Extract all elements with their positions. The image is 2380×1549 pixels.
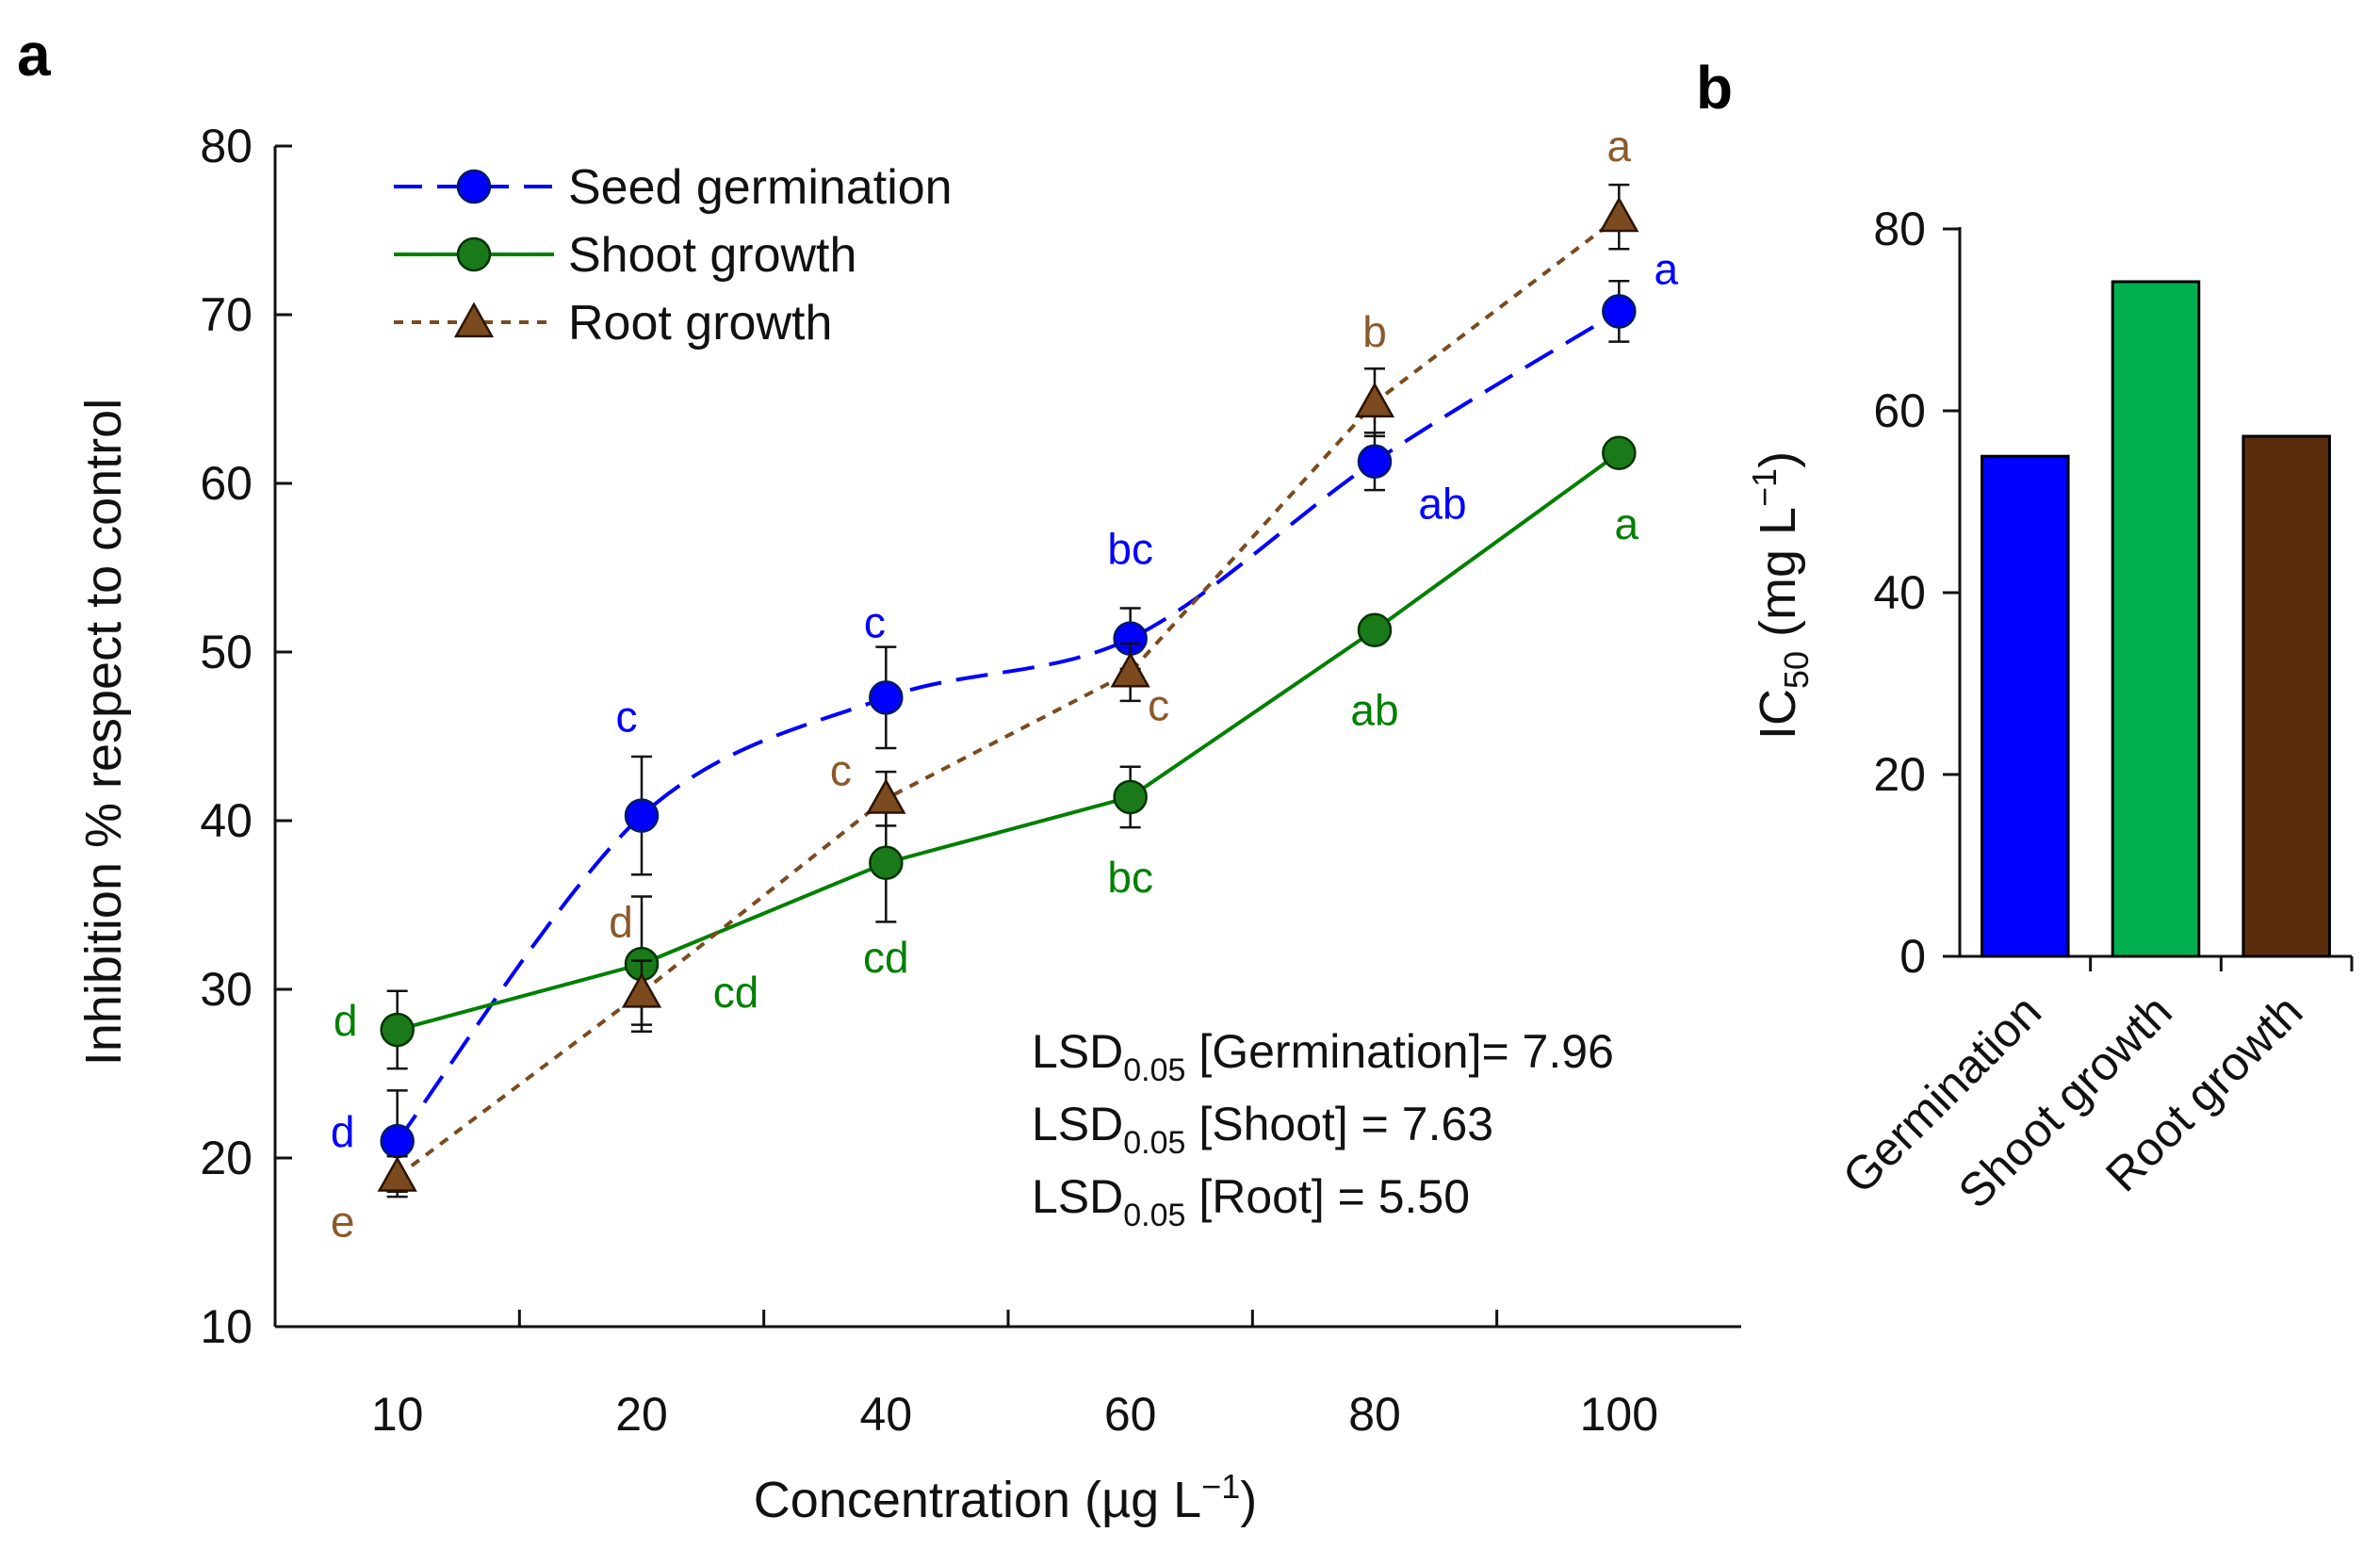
significance-letter-seed-germination: bc [1107,525,1153,574]
data-point-root-growth [1599,196,1639,233]
series-line-root-growth [396,215,1621,1179]
data-point-seed-germination [1602,294,1637,329]
significance-letter-seed-germination: a [1655,244,1679,293]
lsd-annotation: LSD0.05 [Root] = 5.50 [1032,1170,1470,1233]
significance-letter-root-growth: a [1607,122,1632,171]
panel-a-y-axis-label: Inhibition % respect to control [75,399,132,1066]
significance-letter-root-growth: c [1148,680,1169,729]
panel-a-series [377,183,1639,1198]
data-point-seed-germination [380,1123,415,1159]
significance-letter-shoot-growth: a [1615,499,1639,548]
panel-b-y-tick-label: 60 [1873,384,1926,437]
panel-a-y-tick-label: 70 [200,288,253,341]
panel-a-y-tick-label: 80 [200,120,253,172]
significance-letter-shoot-growth: ab [1350,686,1398,735]
lsd-annotation: LSD0.05 [Shoot] = 7.63 [1032,1098,1493,1161]
data-point-root-growth [866,778,906,814]
significance-letter-shoot-growth: cd [713,968,759,1017]
significance-letter-shoot-growth: bc [1107,853,1153,902]
data-point-shoot-growth [869,845,904,880]
significance-letter-shoot-growth: d [334,996,358,1045]
bar-germination [1981,454,2070,958]
legend-marker-root-growth [453,302,495,338]
significance-letter-root-growth: c [830,746,852,795]
panel-a-x-tick-label: 60 [1104,1388,1157,1441]
legend-marker-shoot-growth [456,236,492,272]
panel-a-y-tick-label: 60 [200,457,253,510]
panel-a-x-tick-label: 100 [1580,1388,1658,1441]
data-point-seed-germination [869,680,904,715]
series-line-shoot-growth [397,451,1621,1032]
significance-letter-root-growth: d [609,898,633,947]
data-point-seed-germination [624,798,660,833]
significance-letter-root-growth: e [331,1198,355,1247]
panel-a-y-tick-label: 40 [200,794,253,847]
series-shoot-growth [380,435,1637,1070]
data-point-shoot-growth [380,1012,415,1048]
panel-a-y-tick-label: 20 [200,1132,253,1184]
panel-a-y-tick-label: 10 [200,1300,253,1353]
panel-b-letter: b [1696,54,1733,122]
series-seed-germination [380,279,1637,1194]
data-point-shoot-growth [1602,435,1637,471]
legend-marker-seed-germination [456,169,492,204]
panel-a-legend: Seed germination Shoot growth Root growth [394,160,953,351]
series-root-growth [377,183,1639,1198]
significance-letter-root-growth: b [1362,307,1387,356]
panel-a-x-tick-label: 40 [860,1388,913,1441]
panel-a-axes: 10 20 30 40 50 60 70 80 10 20 40 60 80 100 [200,120,1741,1441]
panel-a-letter: a [17,21,51,89]
data-point-root-growth [377,1156,417,1192]
panel-b-y-tick-label: 0 [1899,930,1926,983]
panel-b-bars [1981,280,2331,958]
significance-letter-seed-germination: c [864,597,886,646]
significance-letter-seed-germination: ab [1418,480,1466,529]
data-point-root-growth [621,972,662,1008]
panel-a-y-tick-label: 50 [200,626,253,678]
panel-a-lsd-annotations: LSD0.05 [Germination]= 7.96 LSD0.05 [Shoo… [1032,1025,1614,1233]
significance-letter-seed-germination: d [331,1107,355,1156]
data-point-shoot-growth [1113,779,1148,815]
panel-b-y-tick-label: 80 [1873,203,1926,255]
panel-b-y-tick-label: 40 [1873,566,1926,619]
panel-a-x-tick-label: 20 [615,1388,668,1441]
bar-shoot-growth [2111,280,2201,958]
panel-a-x-tick-label: 80 [1348,1388,1401,1441]
legend-label-shoot-growth: Shoot growth [568,228,856,283]
panel-b-axes: 0 20 40 60 80 [1873,203,2354,983]
lsd-annotation: LSD0.05 [Germination]= 7.96 [1032,1025,1614,1088]
significance-letter-shoot-growth: cd [863,933,909,982]
legend-label-seed-germination: Seed germination [568,160,953,215]
panel-a-x-tick-label: 10 [371,1388,424,1441]
data-point-root-growth [1354,382,1395,418]
bar-root-growth [2241,434,2331,958]
significance-letter-seed-germination: c [616,693,638,742]
panel-a-x-axis-label: Concentration (µg L−1) [754,1467,1257,1528]
data-point-seed-germination [1357,444,1393,479]
panel-b-y-axis-label: IC50 (mg L−1) [1745,451,1816,740]
panel-a-y-tick-label: 30 [200,963,253,1016]
legend-label-root-growth: Root growth [568,296,832,351]
panel-b-y-tick-label: 20 [1873,748,1926,801]
data-point-shoot-growth [1357,612,1393,647]
data-point-root-growth [1110,651,1150,688]
series-line-seed-germination [396,309,1621,1143]
